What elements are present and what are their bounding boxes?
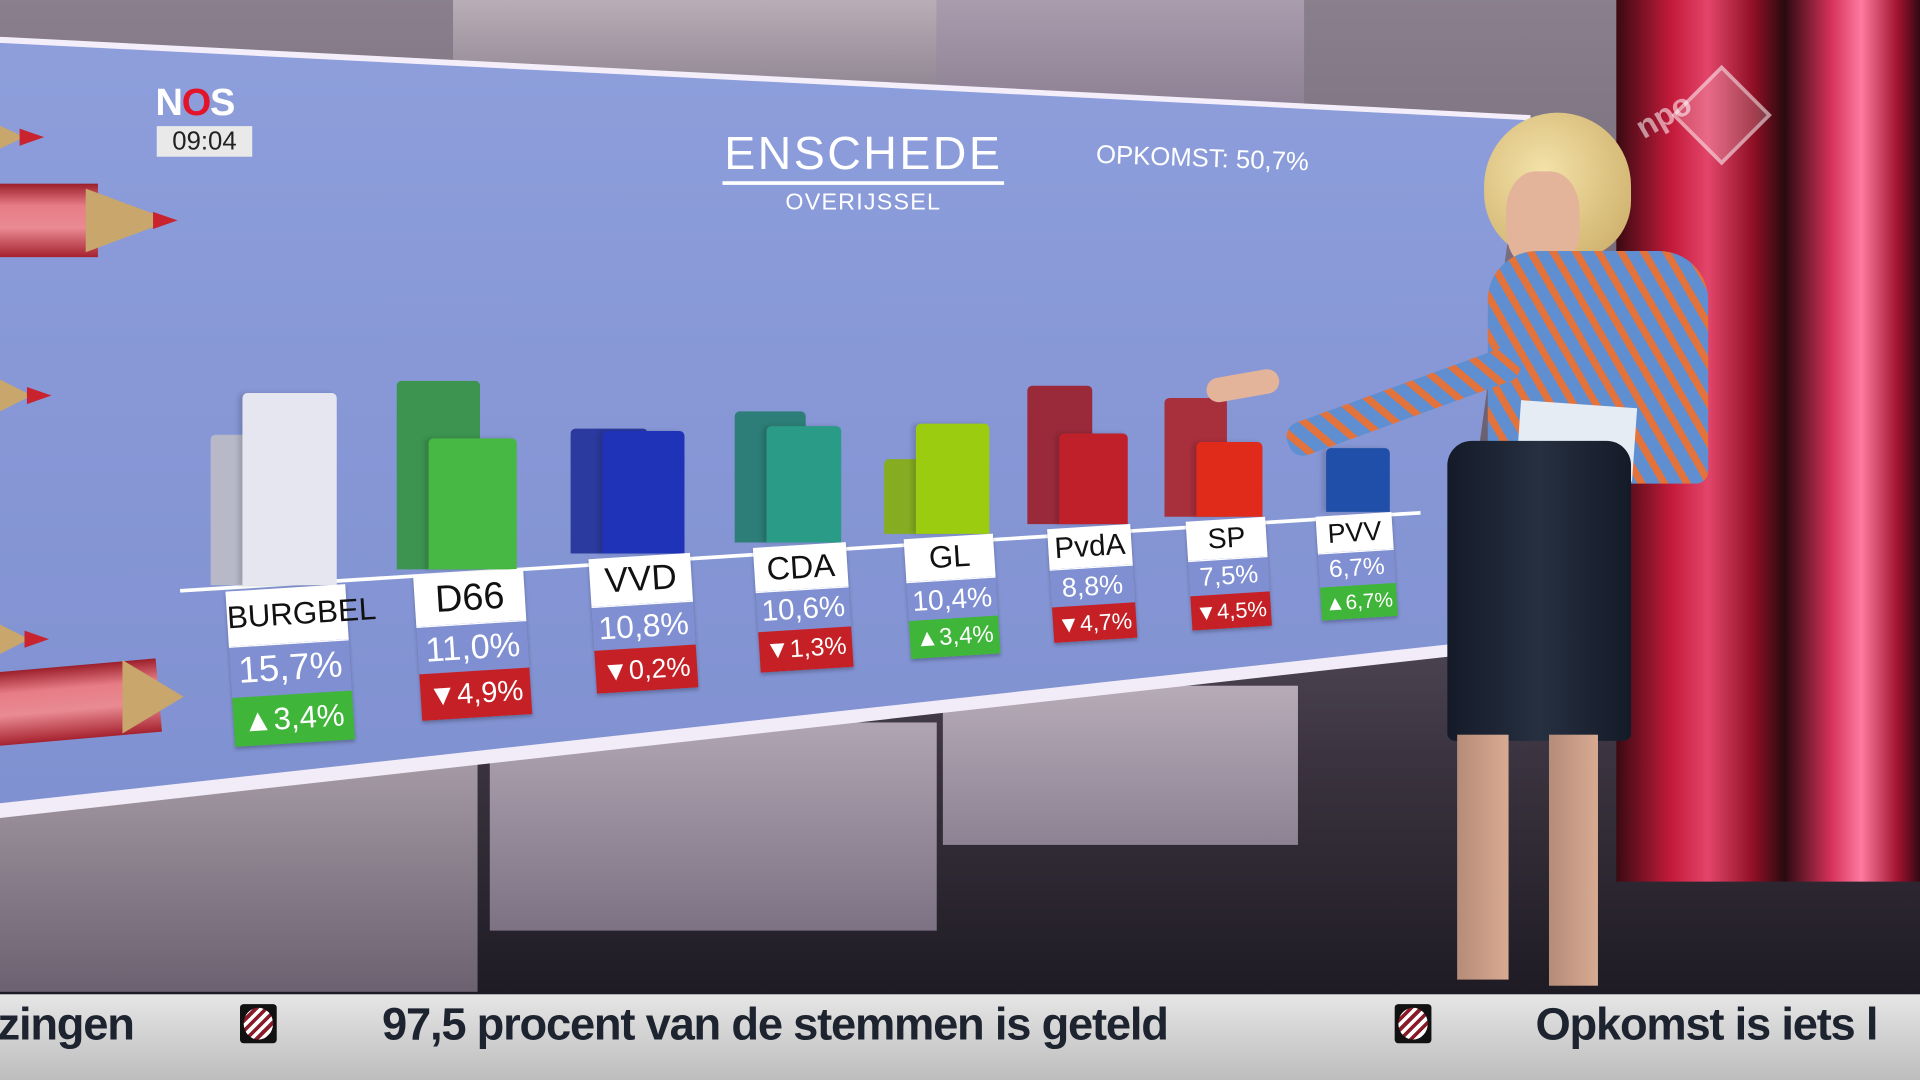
bar-current [428, 438, 517, 570]
party-name: PvdA [1047, 524, 1133, 570]
arrow-down-icon: ▼ [1056, 610, 1081, 638]
party-change: ▲3,4% [232, 689, 355, 747]
news-ticker: zingen 97,5 procent van de stemmen is ge… [0, 994, 1920, 1080]
party-name: SP [1185, 516, 1267, 561]
party-name: CDA [752, 542, 849, 592]
pencil-decoration [0, 373, 61, 418]
arrow-down-icon: ▼ [764, 636, 791, 666]
change-value: 1,3% [788, 633, 848, 664]
party-label: PVV 6,7% ▲6,7% [1315, 512, 1398, 621]
pencil-decoration [0, 183, 220, 258]
bar-current [1058, 433, 1128, 525]
province-subtitle: OVERIJSSEL [785, 189, 942, 216]
pencil-decoration [0, 120, 61, 157]
change-value: 4,5% [1215, 596, 1267, 624]
change-value: 4,7% [1079, 607, 1133, 636]
party-label: D66 11,0% ▼4,9% [413, 568, 533, 721]
bar-current [242, 393, 338, 586]
fc-twente-icon [1394, 1004, 1432, 1044]
municipality-title: ENSCHEDE [722, 127, 1005, 185]
party-label: VVD 10,8% ▼0,2% [587, 552, 698, 694]
party-percentage: 7,5% [1187, 555, 1270, 597]
arrow-down-icon: ▼ [600, 655, 630, 688]
party-percentage: 10,8% [590, 600, 696, 652]
party-name: D66 [413, 568, 527, 627]
studio-wall [489, 722, 937, 931]
party-name: PVV [1315, 512, 1394, 554]
party-change: ▲3,4% [908, 614, 1000, 659]
ticker-item: 97,5 procent van de stemmen is geteld [382, 999, 1169, 1050]
party-label: BURGBEL 15,7% ▲3,4% [225, 584, 377, 747]
nos-logo: NOS [155, 80, 236, 124]
change-value: 0,2% [627, 651, 691, 686]
bar-current [915, 423, 989, 534]
change-value: 3,4% [937, 620, 994, 651]
party-label: PvdA 8,8% ▼4,7% [1047, 524, 1138, 644]
bar-current [1326, 447, 1390, 512]
party-percentage: 11,0% [416, 619, 530, 675]
party-percentage: 15,7% [228, 639, 352, 698]
arrow-up-icon: ▲ [914, 623, 940, 652]
npo1-logo: npo [1629, 64, 1772, 166]
ticker-item: Opkomst is iets l [1535, 999, 1879, 1050]
party-change: ▼0,2% [593, 644, 698, 694]
party-label: CDA 10,6% ▼1,3% [752, 542, 854, 673]
ticker-item: zingen [0, 999, 135, 1050]
party-change: ▲6,7% [1320, 582, 1398, 621]
studio-wall [942, 685, 1298, 845]
arrow-down-icon: ▼ [427, 678, 459, 713]
bar-current [766, 425, 842, 543]
bar-current [602, 430, 685, 554]
party-name: VVD [587, 552, 693, 607]
fc-twente-icon [240, 1004, 277, 1044]
arrow-up-icon: ▲ [241, 702, 275, 739]
change-value: 6,7% [1344, 588, 1394, 615]
bar-current [1196, 442, 1263, 517]
party-change: ▼4,7% [1052, 601, 1138, 644]
party-change: ▼4,5% [1189, 591, 1272, 631]
party-percentage: 6,7% [1317, 548, 1396, 588]
party-percentage: 10,6% [755, 586, 852, 633]
party-percentage: 8,8% [1049, 564, 1136, 608]
pencil-decoration [0, 658, 220, 750]
turnout-label: OPKOMST: 50,7% [1095, 140, 1310, 177]
party-label: SP 7,5% ▼4,5% [1185, 516, 1272, 631]
party-change: ▼1,3% [758, 626, 854, 673]
arrow-up-icon: ▲ [1324, 591, 1347, 616]
pencil-decoration [0, 618, 61, 661]
clock: 09:04 [156, 126, 253, 157]
party-percentage: 10,4% [905, 575, 998, 621]
arrow-down-icon: ▼ [1194, 599, 1218, 626]
party-label: GL 10,4% ▲3,4% [903, 533, 1000, 659]
party-name: BURGBEL [225, 584, 377, 647]
party-change: ▼4,9% [419, 667, 533, 721]
change-value: 4,9% [455, 673, 525, 712]
party-name: GL [903, 533, 995, 582]
change-value: 3,4% [272, 697, 346, 737]
